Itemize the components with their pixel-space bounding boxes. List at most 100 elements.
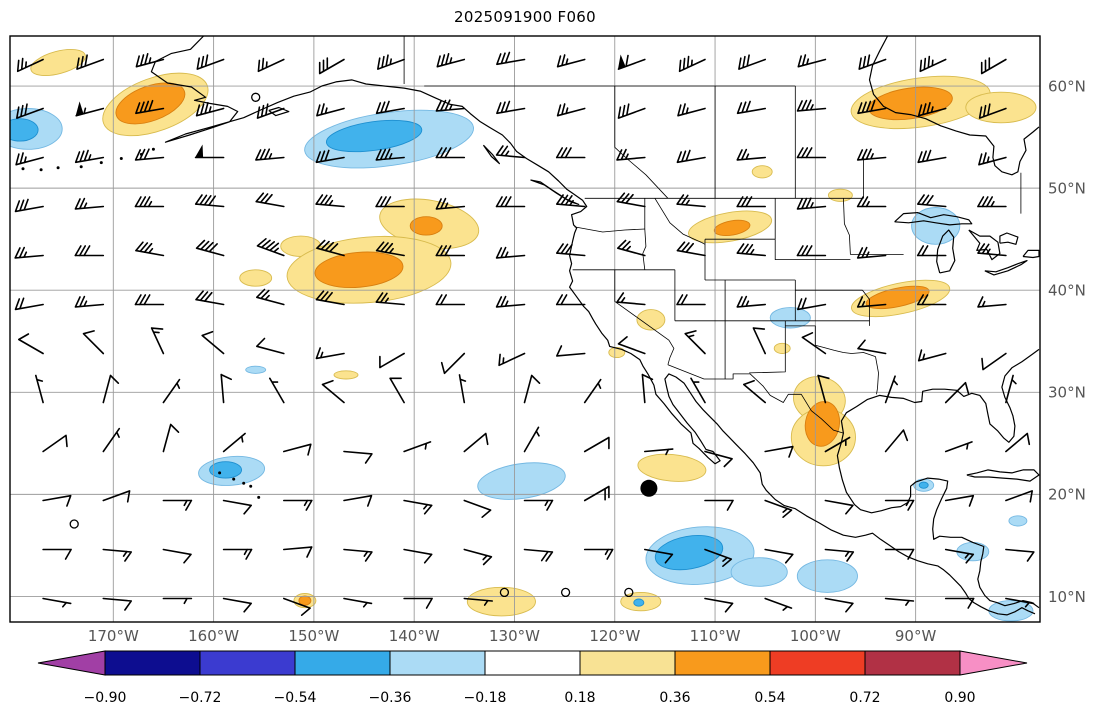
wind-barb	[194, 194, 225, 208]
wind-barb	[496, 100, 526, 115]
colorbar-segment	[579, 650, 676, 676]
wind-barb	[75, 101, 105, 117]
barb-staff	[162, 548, 192, 564]
barb-staff	[195, 239, 225, 257]
calm-circle	[69, 519, 79, 529]
barb-staff	[556, 243, 586, 257]
island-dot	[218, 471, 222, 475]
barb-staff	[917, 102, 947, 117]
x-tick-label: 120°W	[589, 627, 640, 645]
wind-barb	[162, 597, 193, 605]
wind-barb	[884, 499, 915, 511]
barb-staff	[135, 53, 165, 68]
barb-staff	[797, 297, 827, 311]
wind-barb	[1005, 374, 1017, 404]
anomaly-region-yellow	[333, 370, 359, 380]
barb-staff	[102, 427, 121, 453]
wind-barb	[316, 239, 345, 257]
barb-staff	[857, 339, 887, 355]
wind-barb	[704, 450, 733, 468]
wind-barb	[379, 352, 405, 369]
barb-staff	[736, 148, 766, 161]
y-tick-label: 60°N	[1048, 77, 1086, 95]
wind-barb	[704, 499, 734, 511]
wind-barb	[917, 149, 947, 164]
wind-barb	[162, 548, 192, 564]
barb-staff	[583, 548, 614, 560]
wind-barb	[944, 548, 975, 564]
wind-barb	[42, 434, 68, 453]
wind-barb	[102, 597, 132, 611]
x-tick-label: 90°W	[895, 627, 937, 645]
barb-staff	[583, 485, 610, 502]
anomaly-region-lightblue	[730, 557, 788, 587]
wind-barb	[856, 246, 887, 259]
wind-barb	[134, 196, 165, 208]
wind-barb	[858, 54, 887, 70]
barb-staff	[495, 295, 526, 308]
colorbar-segment	[674, 650, 771, 676]
coastline-path	[999, 232, 1019, 245]
barb-staff	[256, 337, 285, 355]
wind-barb	[796, 147, 827, 159]
y-tick-label: 50°N	[1048, 179, 1086, 197]
barb-staff	[495, 196, 526, 208]
wind-barb	[318, 57, 345, 75]
wind-barb	[857, 339, 887, 355]
barb-staff	[690, 377, 706, 404]
wind-barb	[856, 196, 887, 208]
wind-barb	[617, 54, 646, 70]
barb-staff	[916, 245, 947, 257]
wind-barb	[222, 432, 246, 453]
barb-staff	[134, 148, 165, 161]
wind-barb	[817, 374, 830, 404]
wind-barb	[102, 490, 131, 503]
wind-barb	[676, 194, 706, 208]
barb-staff	[458, 374, 467, 404]
border-path	[614, 86, 669, 199]
barb-staff	[343, 597, 373, 608]
barb-staff	[824, 436, 851, 453]
barb-staff	[856, 246, 887, 259]
coastline-path	[268, 106, 290, 117]
barb-staff	[884, 597, 915, 606]
wind-barb	[523, 426, 540, 453]
x-tick-label: 160°W	[188, 627, 239, 645]
wind-barb	[555, 294, 586, 306]
wind-barb	[74, 295, 105, 308]
barb-staff	[321, 379, 345, 404]
wind-barb	[944, 381, 970, 404]
wind-barb	[435, 197, 466, 210]
wind-barb	[343, 450, 373, 464]
border-path	[875, 356, 879, 395]
barb-staff	[796, 147, 827, 159]
barb-staff	[1005, 432, 1031, 453]
wind-barb	[283, 546, 313, 558]
wind-barb	[316, 103, 345, 117]
wind-barb	[256, 288, 285, 306]
wind-barb	[736, 100, 766, 115]
anomaly-region-cyan	[918, 481, 929, 489]
colorbar-tick-label: 0.18	[564, 690, 595, 706]
island-dot	[79, 165, 83, 169]
barb-staff	[944, 381, 970, 404]
wind-barb	[736, 243, 766, 257]
wind-barb	[556, 345, 586, 357]
barb-staff	[150, 327, 165, 355]
wind-barb	[884, 429, 909, 453]
barb-staff	[283, 443, 312, 456]
wind-barb	[458, 374, 467, 404]
wind-barb	[916, 294, 947, 306]
wind-barb	[315, 347, 345, 360]
barb-staff	[375, 241, 405, 257]
barb-staff	[195, 102, 225, 117]
wind-barb	[617, 103, 646, 119]
colorbar-under-arrow	[37, 650, 106, 676]
wind-barb	[222, 499, 252, 515]
barb-staff	[435, 99, 466, 112]
barb-staff	[858, 54, 887, 70]
barb-staff	[583, 436, 610, 453]
barb-staff	[316, 239, 345, 257]
barb-staff	[196, 54, 225, 70]
wind-barb	[824, 548, 855, 562]
